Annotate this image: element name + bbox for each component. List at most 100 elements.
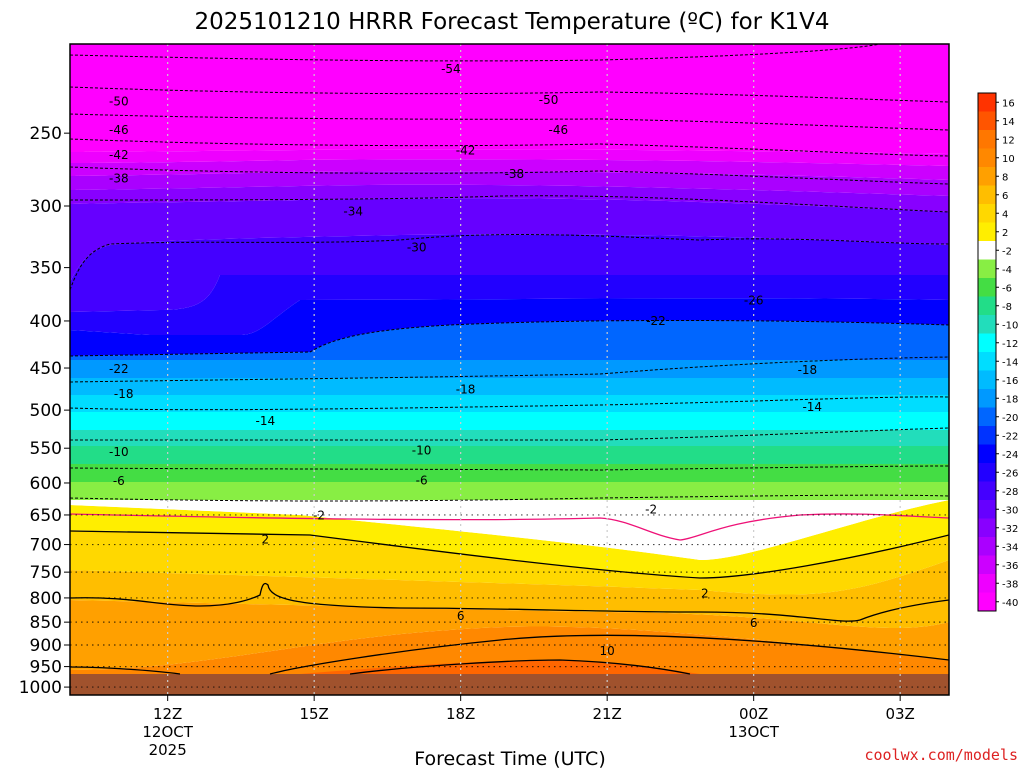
contour-label: -22 [646,314,666,328]
isotherm-minus-38 [70,166,949,185]
colorbar-swatch [978,222,996,241]
x-tick-label: 12Z [153,705,182,723]
colorbar-label: 12 [1002,135,1015,146]
isotherm-minus-2 [70,494,949,502]
band-warm-10 [70,626,949,674]
colorbar-label: -18 [1002,394,1018,405]
colorbar-swatch [978,389,996,408]
band-minus-18 [70,358,949,378]
contour-label: -34 [343,204,363,218]
colorbar: 16 14 12 10 8 6 4 2 -2 -4 -6 -8 -10 -12 -14 -16 -18 -20 -2… [977,92,1018,612]
colorbar-label: 2 [1002,228,1008,239]
band-minus-38 [70,149,949,166]
band-minus-32 [70,184,949,212]
colorbar-swatch [978,407,996,426]
isotherm-minus-22 [70,319,949,357]
band-minus-40 [70,44,949,154]
colorbar-swatch [978,426,996,445]
contour-label: -22 [109,362,129,376]
x-tick-sublabel: 2025 [149,741,187,759]
credit-text: coolwx.com/models [864,746,1018,764]
isotherm-minus-46 [70,113,949,131]
band-minus-4 [70,462,949,482]
x-tick-sublabel: 12OCT [142,723,193,741]
contour-label: -50 [539,93,559,107]
colorbar-swatch [978,296,996,315]
colorbar-label: -24 [1002,450,1018,461]
band-near-zero [70,493,949,560]
colorbar-label: -8 [1002,302,1012,313]
isotherm-14 [349,659,691,675]
x-tick-label: 03Z [885,705,914,723]
colorbar-swatch [978,555,996,574]
colorbar-swatch [978,130,996,149]
chart-title: 2025101210 HRRR Forecast Temperature (ºC… [194,9,829,35]
y-tick-label: 300 [30,197,62,217]
band-minus-36 [70,159,949,180]
colorbar-label: -2 [1002,246,1012,257]
contour-label: -30 [407,241,427,255]
y-tick-label: 550 [30,439,62,459]
colorbar-label: 4 [1002,209,1008,220]
colorbar-label: -14 [1002,357,1018,368]
contour-label: -38 [109,171,129,185]
band-minus-16 [70,376,949,395]
colorbar-swatch [978,352,996,371]
band-minus-10 [70,428,949,446]
colorbar-swatch [978,167,996,186]
colorbar-label: -40 [1002,598,1018,609]
isotherm-minus-6 [70,465,949,471]
band-warm-4 [70,530,949,595]
colorbar-swatch [978,185,996,204]
contour-label: -54 [441,62,461,76]
plot-frame [69,43,950,696]
isotherm-12 [70,666,181,675]
y-tick-label: 450 [30,359,62,379]
colorbar-label: -30 [1002,505,1018,516]
contour-label: -42 [109,148,129,162]
y-tick-label: 400 [30,312,62,332]
y-tick-label: 950 [30,658,62,678]
colorbar-swatch [978,333,996,352]
y-tick-label: 250 [30,124,62,144]
contour-label: -26 [744,293,764,307]
x-axis-label: Forecast Time (UTC) [414,748,605,768]
colorbar-label: -36 [1002,561,1018,572]
contour-label: -10 [109,445,129,459]
colorbar-swatch [978,481,996,500]
colorbar-label: -20 [1002,413,1018,424]
time-gridlines [167,44,901,695]
contour-label: -46 [549,123,569,137]
contour-labels: -54-50 -50-46 -46-42 -42-38 -38-34-30-26-22-… [109,62,822,658]
isotherm-minus-18 [70,356,949,383]
contour-label: -42 [456,143,476,157]
pressure-axis: 250 300 350 400 450 500 550 600 650 700 750 800 850 9… [19,124,70,698]
colorbar-frame [977,92,997,612]
isotherm-minus-42 [70,138,949,157]
contour-label: -18 [798,363,818,377]
colorbar-label: -22 [1002,431,1018,442]
band-minus-2 [70,480,949,500]
band-minus-8 [70,444,949,464]
x-tick-sublabel: 13OCT [728,723,779,741]
contour-label: -2 [313,509,325,523]
colorbar-label: -26 [1002,468,1018,479]
y-tick-label: 750 [30,563,62,583]
colorbar-label: -16 [1002,376,1018,387]
colorbar-swatch [978,93,996,112]
band-minus-12 [70,410,949,430]
isotherm-2 [70,530,949,579]
colorbar-swatch [978,444,996,463]
colorbar-label: -12 [1002,339,1018,350]
y-tick-label: 1000 [19,678,62,698]
colorbar-swatch [978,537,996,556]
isotherm-minus-14 [70,396,949,411]
colorbar-label: 14 [1002,117,1015,128]
colorbar-swatch [978,241,996,260]
contour-label: -38 [505,167,525,181]
negative-isotherms [70,44,949,502]
colorbar-swatch [978,518,996,537]
y-tick-label: 900 [30,636,62,656]
band-minus-24 [70,298,949,356]
